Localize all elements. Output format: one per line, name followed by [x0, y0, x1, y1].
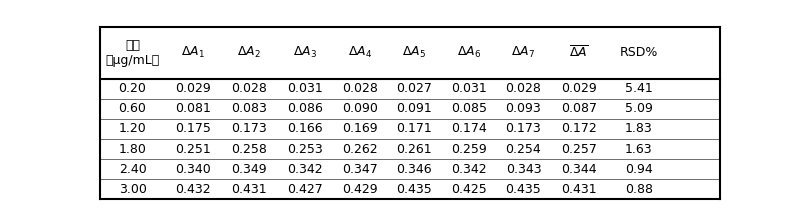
Text: 0.086: 0.086 [286, 102, 322, 115]
Text: $\Delta A_4$: $\Delta A_4$ [348, 45, 372, 60]
Text: $\overline{\Delta A}$: $\overline{\Delta A}$ [570, 45, 589, 60]
Text: 0.028: 0.028 [231, 82, 266, 95]
Text: 0.432: 0.432 [175, 183, 211, 196]
Text: 0.085: 0.085 [451, 102, 487, 115]
Text: 0.027: 0.027 [397, 82, 432, 95]
Text: 0.425: 0.425 [451, 183, 486, 196]
Text: 0.166: 0.166 [286, 123, 322, 136]
Text: 0.435: 0.435 [397, 183, 432, 196]
Text: 1.80: 1.80 [118, 142, 146, 155]
Text: 0.173: 0.173 [231, 123, 266, 136]
Text: 0.262: 0.262 [342, 142, 378, 155]
Text: 0.257: 0.257 [561, 142, 597, 155]
Text: 2.40: 2.40 [118, 163, 146, 176]
Text: 0.431: 0.431 [231, 183, 266, 196]
Text: $\Delta A_7$: $\Delta A_7$ [511, 45, 535, 60]
Text: 1.20: 1.20 [118, 123, 146, 136]
Text: 0.429: 0.429 [342, 183, 378, 196]
Text: 0.346: 0.346 [397, 163, 432, 176]
Text: 0.343: 0.343 [506, 163, 542, 176]
Text: 0.173: 0.173 [506, 123, 542, 136]
Text: 0.031: 0.031 [286, 82, 322, 95]
Text: 0.087: 0.087 [561, 102, 597, 115]
Text: 0.258: 0.258 [231, 142, 266, 155]
Text: 0.169: 0.169 [342, 123, 378, 136]
Text: 0.093: 0.093 [506, 102, 542, 115]
Text: 0.031: 0.031 [451, 82, 486, 95]
Text: 0.029: 0.029 [175, 82, 211, 95]
Text: 0.253: 0.253 [286, 142, 322, 155]
Text: 0.431: 0.431 [561, 183, 597, 196]
Text: 0.174: 0.174 [451, 123, 486, 136]
Text: RSD%: RSD% [619, 46, 658, 59]
Text: 0.175: 0.175 [175, 123, 211, 136]
Text: $\Delta A_6$: $\Delta A_6$ [457, 45, 481, 60]
Text: 0.20: 0.20 [118, 82, 146, 95]
Text: 0.349: 0.349 [231, 163, 266, 176]
Text: 0.091: 0.091 [397, 102, 432, 115]
Text: 0.259: 0.259 [451, 142, 486, 155]
Text: 0.171: 0.171 [397, 123, 432, 136]
Text: 1.63: 1.63 [625, 142, 653, 155]
Text: 0.340: 0.340 [175, 163, 211, 176]
Text: 浓度
（μg/mL）: 浓度 （μg/mL） [106, 39, 160, 67]
Text: 0.342: 0.342 [286, 163, 322, 176]
Text: $\Delta A_3$: $\Delta A_3$ [293, 45, 317, 60]
Text: 3.00: 3.00 [118, 183, 146, 196]
Text: 5.41: 5.41 [625, 82, 653, 95]
Text: 0.427: 0.427 [286, 183, 322, 196]
Text: 0.261: 0.261 [397, 142, 432, 155]
Text: 0.254: 0.254 [506, 142, 542, 155]
Text: 0.090: 0.090 [342, 102, 378, 115]
Text: 1.83: 1.83 [625, 123, 653, 136]
Text: $\Delta A_1$: $\Delta A_1$ [181, 45, 205, 60]
Text: 0.435: 0.435 [506, 183, 542, 196]
Text: 0.88: 0.88 [625, 183, 653, 196]
Text: 0.94: 0.94 [625, 163, 653, 176]
Text: 0.083: 0.083 [231, 102, 266, 115]
Text: 0.081: 0.081 [175, 102, 211, 115]
Text: 0.60: 0.60 [118, 102, 146, 115]
Text: 0.029: 0.029 [561, 82, 597, 95]
Text: $\Delta A_2$: $\Delta A_2$ [237, 45, 261, 60]
Text: 0.251: 0.251 [175, 142, 211, 155]
Text: 0.347: 0.347 [342, 163, 378, 176]
Text: $\Delta A_5$: $\Delta A_5$ [402, 45, 426, 60]
Text: 0.344: 0.344 [561, 163, 597, 176]
Text: 0.342: 0.342 [451, 163, 486, 176]
Text: 0.028: 0.028 [506, 82, 542, 95]
Text: 0.028: 0.028 [342, 82, 378, 95]
Text: 0.172: 0.172 [561, 123, 597, 136]
Text: 5.09: 5.09 [625, 102, 653, 115]
